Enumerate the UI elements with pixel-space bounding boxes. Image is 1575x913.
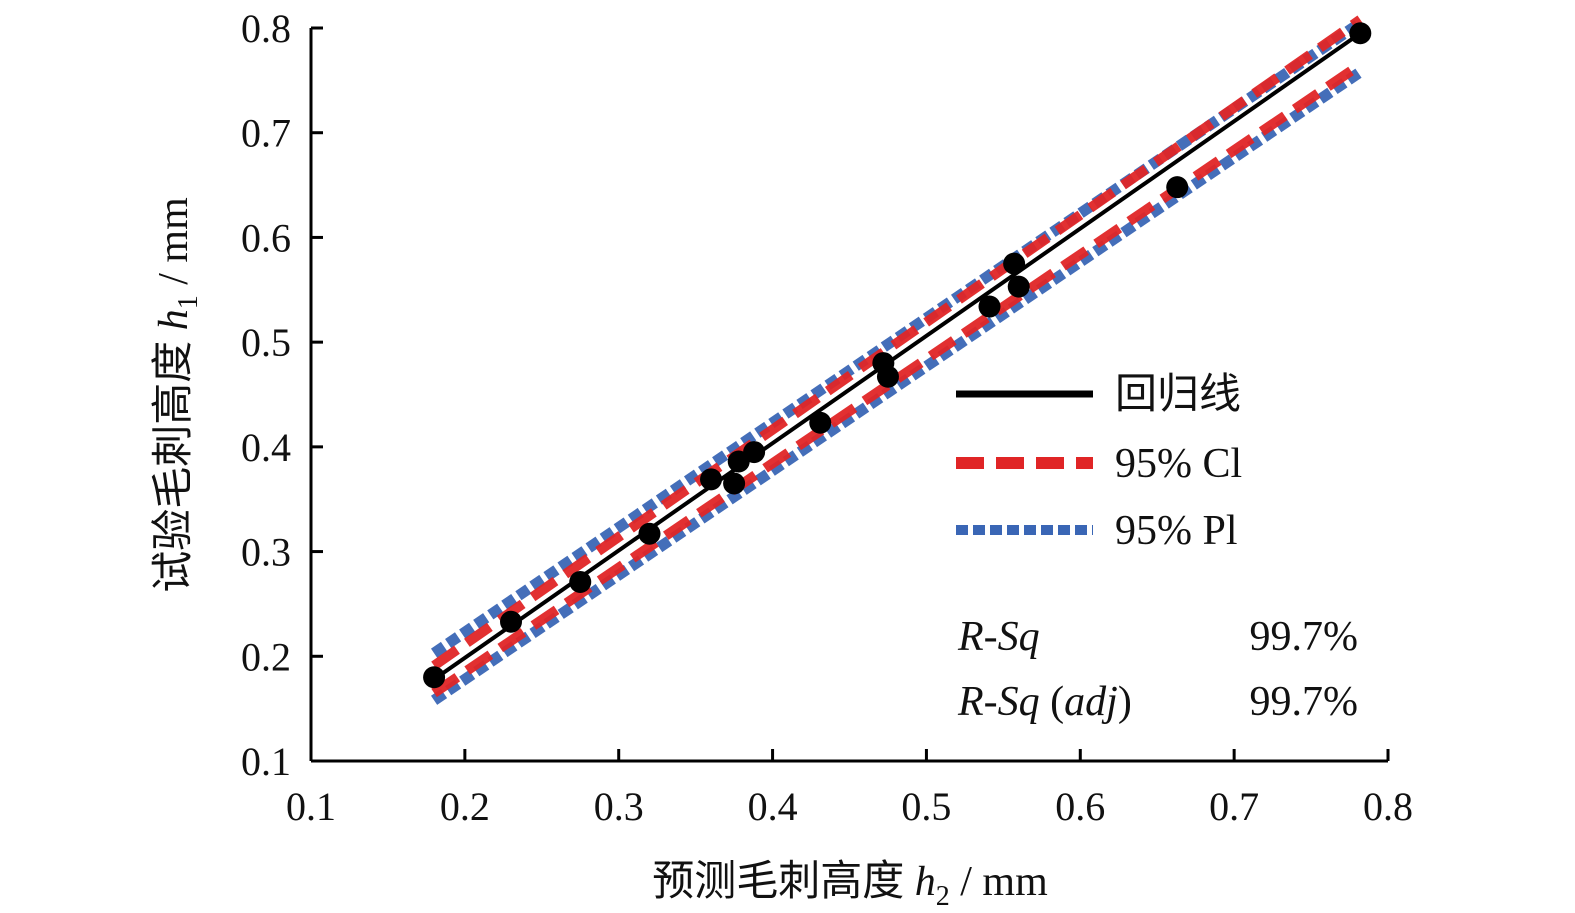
x-tick-label-2: 0.3: [594, 784, 644, 829]
data-point-3: [638, 522, 661, 545]
data-point-8: [809, 411, 832, 434]
data-point-5: [723, 472, 746, 495]
data-point-7: [743, 441, 766, 464]
legend-label-pi: 95% Pl: [1115, 508, 1238, 554]
data-point-4: [700, 468, 723, 491]
data-point-13: [1007, 275, 1030, 298]
stat-label-rsq-adj: R-Sq (adj): [957, 679, 1132, 725]
data-point-14: [1166, 176, 1189, 199]
legend: 回归线 95% Cl 95% Pl: [956, 372, 1242, 554]
y-tick-label-4: 0.5: [241, 320, 291, 365]
y-axis-title: 试验毛刺高度 h1 / mm: [150, 197, 204, 593]
x-tick-label-4: 0.5: [901, 784, 951, 829]
y-tick-label-6: 0.7: [241, 111, 291, 156]
stat-label-rsq: R-Sq: [957, 614, 1040, 660]
data-point-12: [1003, 252, 1026, 275]
y-tick-label-1: 0.2: [241, 634, 291, 679]
data-point-11: [978, 295, 1001, 318]
x-tick-label-3: 0.4: [748, 784, 798, 829]
x-tick-label-0: 0.1: [286, 784, 336, 829]
y-tick-label-0: 0.1: [241, 739, 291, 784]
stat-value-rsq-adj: 99.7%: [1250, 679, 1359, 725]
y-tick-label-7: 0.8: [241, 6, 291, 51]
regression-line: [432, 31, 1362, 681]
x-tick-label-1: 0.2: [440, 784, 490, 829]
ci-upper-line: [431, 15, 1364, 670]
y-tick-label-2: 0.3: [241, 530, 291, 575]
data-point-10: [876, 365, 899, 388]
x-tick-label-6: 0.7: [1209, 784, 1259, 829]
stats-table: R-Sq 99.7% R-Sq (adj) 99.7%: [957, 614, 1358, 725]
legend-label-regression: 回归线: [1115, 372, 1241, 418]
x-axis-ticks: 0.1 0.2 0.3 0.4 0.5 0.6 0.7 0.8: [286, 749, 1413, 829]
x-tick-label-7: 0.8: [1363, 784, 1413, 829]
data-point-1: [500, 610, 523, 633]
legend-label-ci: 95% Cl: [1115, 441, 1242, 487]
x-axis-title: 预测毛刺高度 h2 / mm: [652, 859, 1048, 912]
data-point-2: [569, 570, 592, 593]
data-point-15: [1349, 22, 1372, 45]
data-point-0: [423, 666, 446, 689]
y-axis-ticks: 0.1 0.2 0.3 0.4 0.5 0.6 0.7 0.8: [241, 6, 323, 784]
y-tick-label-5: 0.6: [241, 215, 291, 260]
data-points: [423, 22, 1372, 689]
y-tick-label-3: 0.4: [241, 425, 291, 470]
band-lines: [430, 15, 1364, 705]
stat-value-rsq: 99.7%: [1250, 614, 1359, 660]
x-tick-label-5: 0.6: [1055, 784, 1105, 829]
